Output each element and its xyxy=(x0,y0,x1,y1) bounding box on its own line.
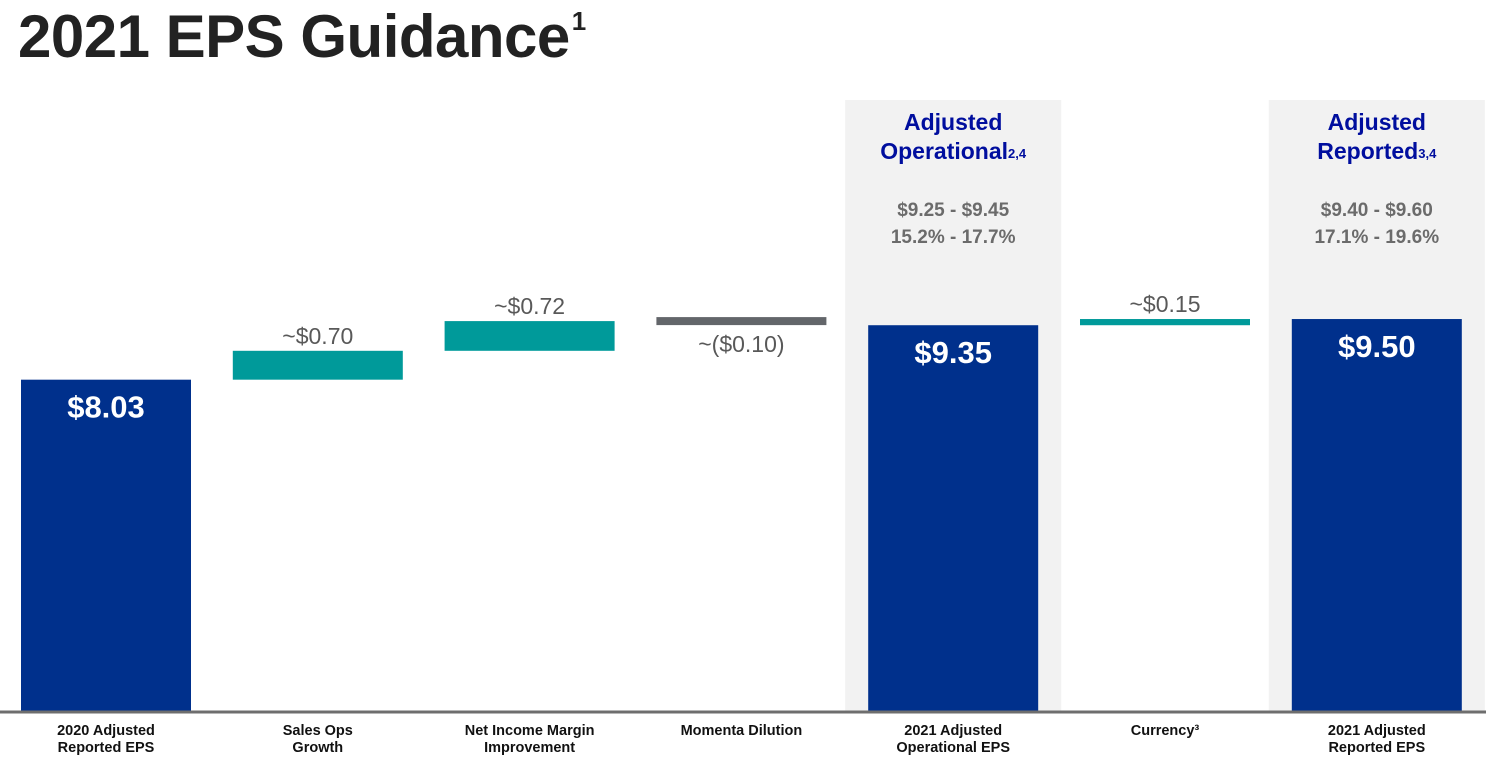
bar-3 xyxy=(444,321,615,351)
data-label-3: ~$0.72 xyxy=(494,293,565,319)
bar-5 xyxy=(868,325,1039,711)
category-label-5: 2021 Adjusted Operational EPS xyxy=(896,723,1010,756)
highlight-heading-1: Adjusted Operational2,4 xyxy=(880,109,1027,164)
title-footnote: 1 xyxy=(571,6,586,36)
bar-7 xyxy=(1291,319,1462,711)
guidance-range-2: $9.40 - $9.60 17.1% - 19.6% xyxy=(1314,200,1440,248)
category-label-7: 2021 Adjusted Reported EPS xyxy=(1328,723,1426,756)
data-label-7: $9.50 xyxy=(1338,329,1416,364)
category-label-3: Net Income Margin Improvement xyxy=(465,723,595,756)
bar-4 xyxy=(656,317,827,326)
data-label-4: ~($0.10) xyxy=(698,331,784,357)
guidance-range-1: $9.25 - $9.45 15.2% - 17.7% xyxy=(890,200,1016,248)
bar-6 xyxy=(1080,319,1250,326)
bar-2 xyxy=(232,350,403,380)
page-title-text: 2021 EPS Guidance xyxy=(18,3,570,70)
category-label-6: Currency³ xyxy=(1131,723,1200,739)
data-label-6: ~$0.15 xyxy=(1130,291,1201,317)
data-label-5: $9.35 xyxy=(914,335,992,370)
data-label-1: $8.03 xyxy=(67,390,145,425)
data-label-2: ~$0.70 xyxy=(282,323,353,349)
page-title: 2021 EPS Guidance1 xyxy=(18,2,586,71)
category-label-2: Sales Ops Growth xyxy=(283,723,353,756)
highlight-heading-2: Adjusted Reported3,4 xyxy=(1317,109,1437,164)
bar-1 xyxy=(21,379,191,711)
category-label-1: 2020 Adjusted Reported EPS xyxy=(57,723,155,756)
category-label-4: Momenta Dilution xyxy=(681,723,803,739)
